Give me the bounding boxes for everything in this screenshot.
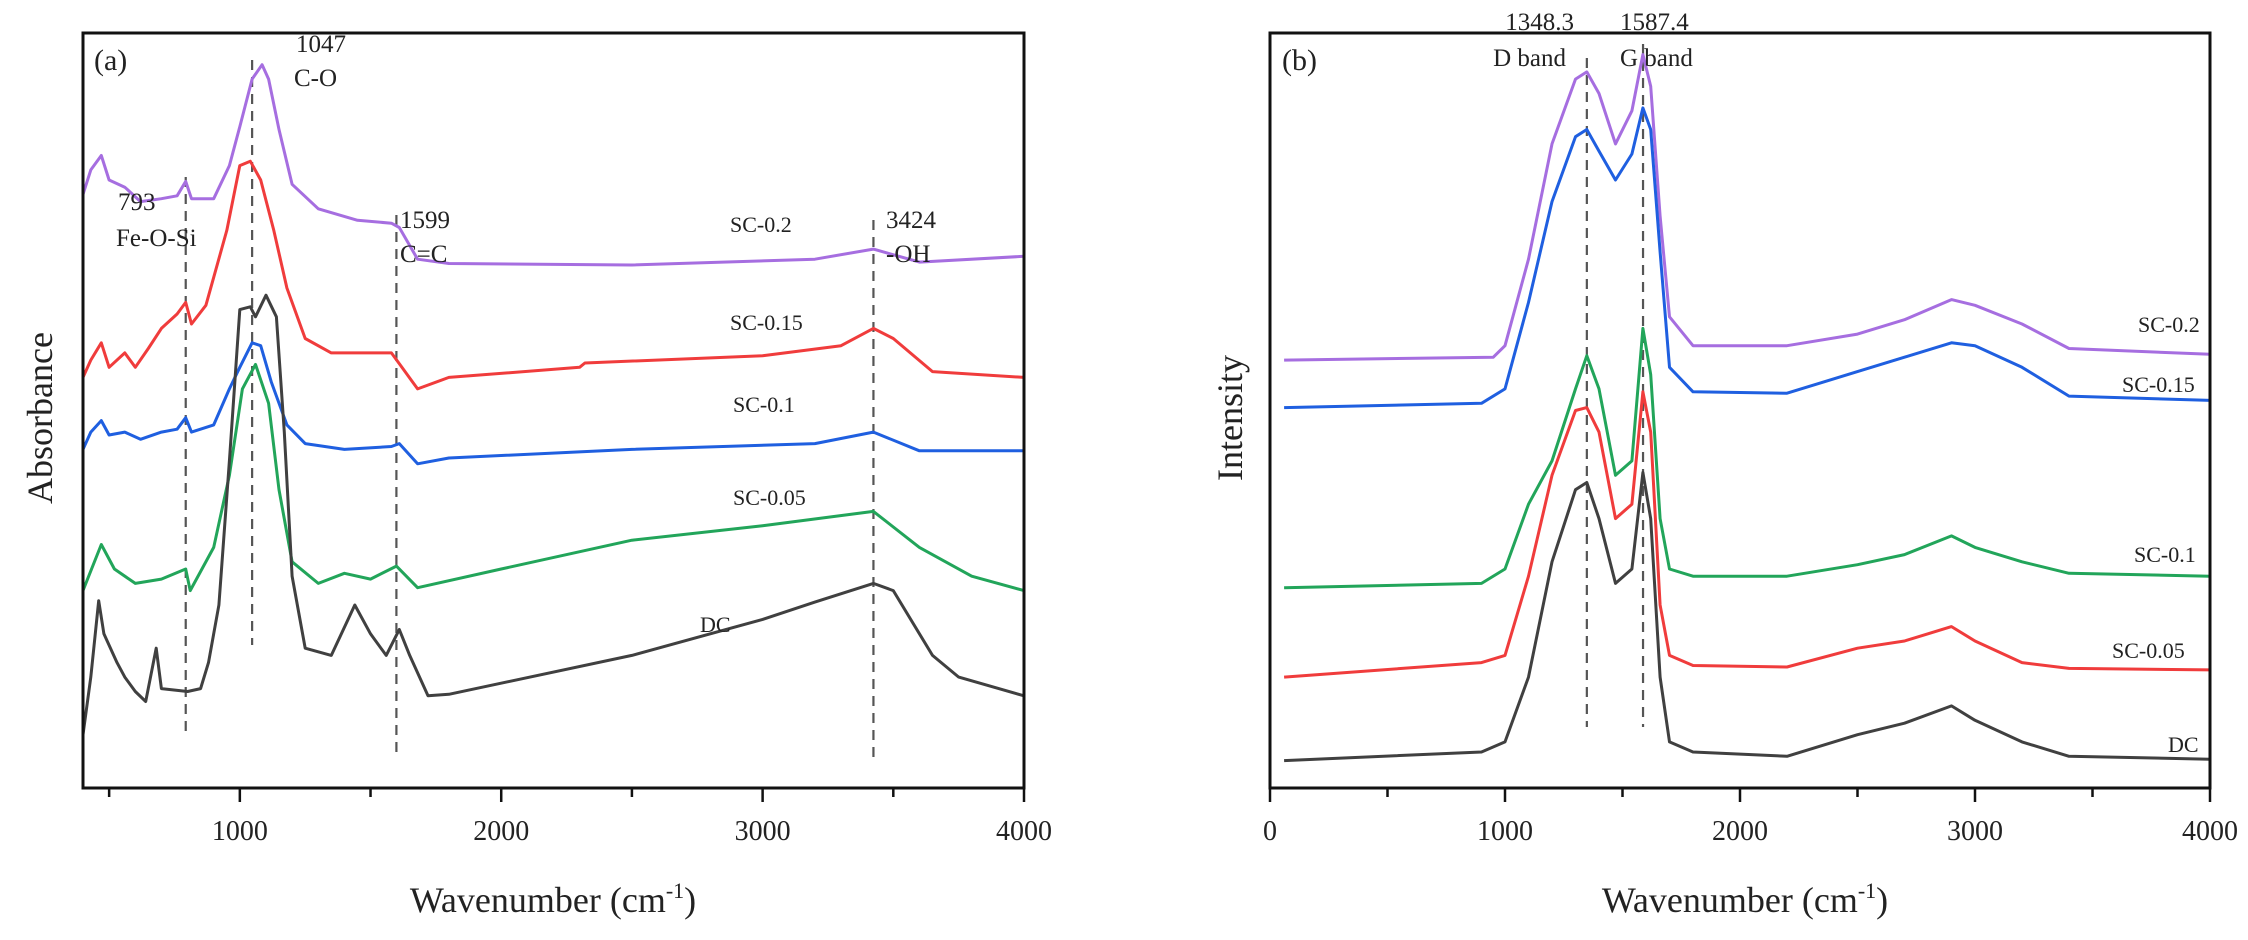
series-line-sc-0.05	[1283, 390, 2211, 679]
x-tick-label-4000: 4000	[996, 816, 1052, 847]
x-tick-label-2000: 2000	[473, 816, 529, 847]
annotation-3424-group: -OH	[886, 241, 930, 268]
series-line-sc-0.1	[81, 341, 1024, 466]
panel-b-xlabel: Wavenumber (cm-1)	[1602, 878, 1888, 920]
xlabel-main: Wavenumber (cm	[410, 880, 666, 920]
annotation-793-group: Fe-O-Si	[116, 225, 197, 252]
series-label-sc-0.1: SC-0.1	[733, 392, 795, 417]
series-label-sc-0.1: SC-0.1	[2134, 542, 2196, 567]
x-tick-label-3000: 3000	[1947, 816, 2003, 847]
series-line-sc-0.15	[1284, 106, 2211, 410]
panel-a-xlabel: Wavenumber (cm-1)	[410, 878, 696, 920]
panel-b-ylabel: Intensity	[1210, 355, 1250, 481]
series-line-sc-0.15	[81, 159, 1025, 391]
panel-a-label: (a)	[94, 44, 127, 77]
series-label-sc-0.05: SC-0.05	[733, 485, 806, 510]
annotation-g-band-label: G band	[1620, 45, 1693, 72]
annotation-3424-value: 3424	[886, 207, 937, 234]
annotation-1047-value: 1047	[296, 31, 346, 58]
series-line-dc	[81, 293, 1025, 735]
xlabel-end: )	[684, 880, 696, 920]
series-label-dc: DC	[700, 612, 731, 637]
series-line-sc-0.2	[1284, 53, 2211, 362]
series-label-sc-0.15: SC-0.15	[730, 310, 803, 335]
x-tick-label-1000: 1000	[212, 816, 268, 847]
panel-b-raman: 0 1000 2000 3000 4000 (b) Intensity Wavenumb…	[1210, 9, 2238, 920]
panel-b-frame	[1268, 31, 2212, 790]
xlabel-sup: -1	[666, 878, 684, 903]
series-line-dc	[1284, 471, 2211, 763]
panel-a-ftir: 1000 2000 3000 4000 (a) Absorbance Wavenumb…	[20, 31, 1052, 920]
x-tick-label-2000: 2000	[1712, 816, 1768, 847]
annotation-1047-group: C-O	[294, 65, 337, 92]
x-tick-label-4000: 4000	[2182, 816, 2238, 847]
series-line-sc-0.2	[81, 63, 1025, 267]
series-label-dc: DC	[2168, 732, 2199, 757]
panel-a-ylabel: Absorbance	[20, 332, 60, 504]
annotation-d-band-label: D band	[1493, 45, 1566, 72]
series-label-sc-0.15: SC-0.15	[2122, 372, 2195, 397]
x-tick-label-1000: 1000	[1477, 816, 1533, 847]
series-label-sc-0.2: SC-0.2	[730, 212, 792, 237]
annotation-1599-group: C=C	[400, 241, 447, 268]
xlabel-end: )	[1876, 880, 1888, 920]
series-label-sc-0.2: SC-0.2	[2138, 312, 2200, 337]
x-tick-label-0: 0	[1263, 816, 1277, 847]
x-tick-label-3000: 3000	[735, 816, 791, 847]
panel-b-label: (b)	[1282, 44, 1317, 77]
series-line-sc-0.1	[1284, 326, 2211, 590]
panel-a-frame	[81, 31, 1026, 790]
annotation-d-band-value: 1348.3	[1505, 9, 1574, 36]
annotation-g-band-value: 1587.4	[1620, 9, 1689, 36]
xlabel-sup: -1	[1858, 878, 1876, 903]
annotation-793-value: 793	[118, 189, 156, 216]
annotation-1599-value: 1599	[400, 207, 450, 234]
series-label-sc-0.05: SC-0.05	[2112, 638, 2185, 663]
xlabel-main: Wavenumber (cm	[1602, 880, 1858, 920]
series-line-sc-0.05	[81, 362, 1025, 593]
